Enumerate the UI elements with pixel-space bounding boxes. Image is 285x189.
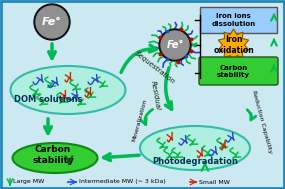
Circle shape [161,31,189,59]
Text: Iron ions
dissolution: Iron ions dissolution [211,13,256,26]
Text: Small MW: Small MW [199,180,230,184]
Text: Fe°: Fe° [166,40,184,50]
Text: Sequestration: Sequestration [134,50,176,85]
Text: Intermediate MW (∼ 3 kDa): Intermediate MW (∼ 3 kDa) [79,180,166,184]
Text: DOM solutions: DOM solutions [14,95,82,105]
Circle shape [159,29,191,61]
Polygon shape [218,29,249,61]
Ellipse shape [140,126,250,170]
Text: Mineralization: Mineralization [132,98,148,142]
FancyBboxPatch shape [200,7,277,33]
FancyBboxPatch shape [199,57,278,85]
Ellipse shape [11,66,125,114]
Text: Carbon
stability: Carbon stability [32,145,74,165]
Text: Residual: Residual [149,80,160,110]
Text: Reduction Capability: Reduction Capability [251,90,273,154]
Text: Fe°: Fe° [42,17,62,27]
Text: Large MW: Large MW [13,180,44,184]
Circle shape [36,6,68,38]
Ellipse shape [13,143,97,173]
Circle shape [34,4,70,40]
Text: Carbon
stability: Carbon stability [217,66,250,78]
Text: Iron
oxidation: Iron oxidation [213,35,254,55]
Text: Photodegradation: Photodegradation [152,156,238,166]
